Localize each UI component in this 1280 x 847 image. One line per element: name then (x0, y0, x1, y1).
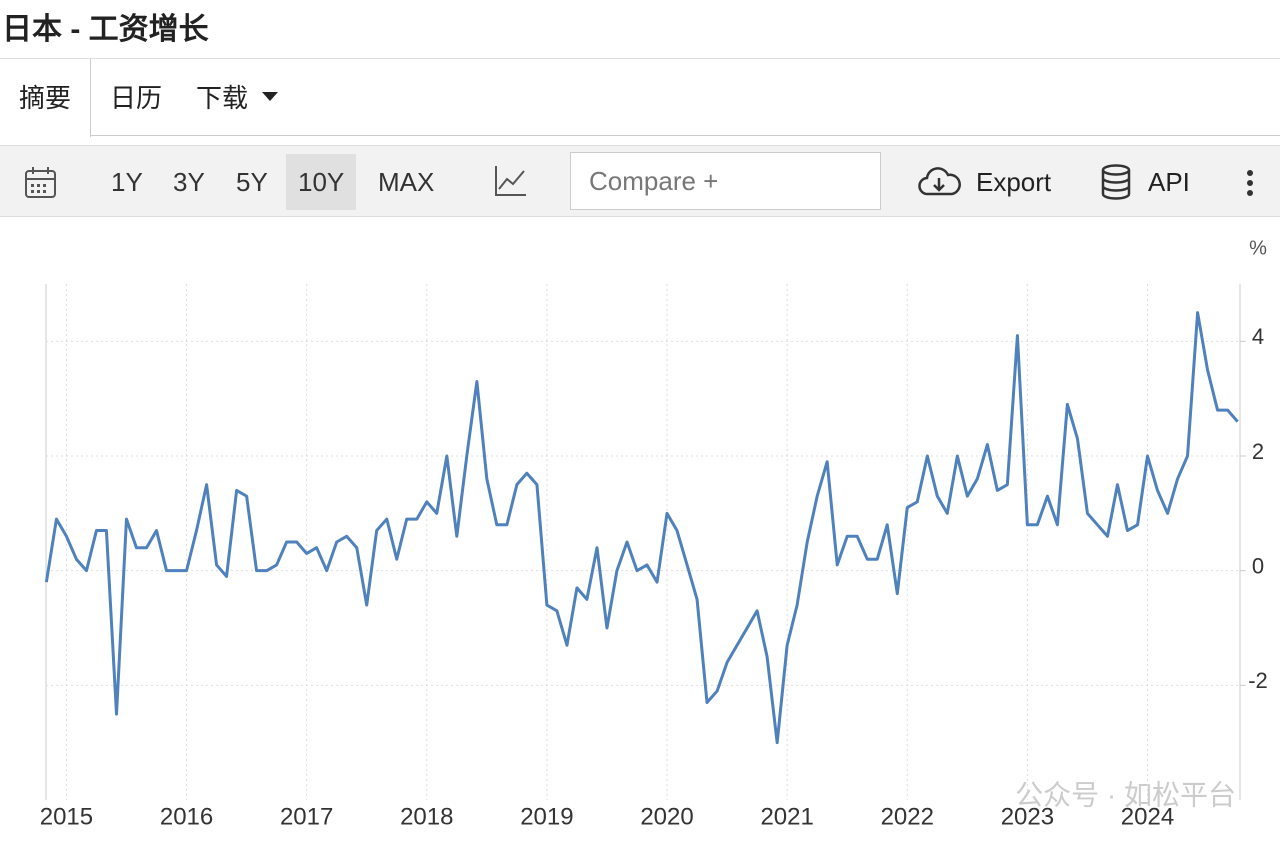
toolbar: 1Y 3Y 5Y 10Y MAX Compare + Export API (0, 145, 1280, 217)
x-tick-label: 2015 (40, 803, 93, 830)
x-tick-label: 2016 (160, 803, 213, 830)
x-tick-label: 2020 (640, 803, 693, 830)
export-button[interactable]: Export (976, 167, 1052, 197)
calendar-icon[interactable] (24, 166, 58, 200)
tab-bar: 摘要 日历 下载 (0, 58, 1280, 137)
watermark: 公众号 · 如松平台 (1015, 779, 1236, 810)
more-icon[interactable] (1244, 168, 1256, 198)
range-button[interactable]: 1Y (111, 167, 143, 197)
x-tick-label: 2019 (520, 803, 573, 830)
x-tick-label: 2017 (280, 803, 333, 830)
range-button[interactable]: 5Y (236, 167, 268, 197)
range-button[interactable]: 3Y (173, 167, 205, 197)
cloud-icon (918, 167, 961, 196)
dropdown-caret (262, 92, 278, 101)
range-button[interactable]: 10Y (286, 154, 357, 210)
api-button[interactable]: API (1148, 167, 1190, 197)
database-icon (1101, 164, 1131, 200)
tab[interactable]: 日历 (110, 83, 163, 113)
range-button[interactable]: MAX (378, 167, 435, 197)
x-tick-label: 2021 (760, 803, 813, 830)
y-tick-label: -2 (1248, 668, 1268, 693)
tab[interactable]: 下载 (196, 83, 249, 113)
data-line (44, 311, 1239, 745)
y-tick-label: 0 (1252, 553, 1264, 578)
x-tick-label: 2023 (1001, 803, 1054, 830)
tab[interactable]: 摘要 (0, 59, 91, 137)
unit-label: % (1249, 237, 1267, 259)
chart-type-icon[interactable] (494, 164, 528, 198)
x-tick-label: 2018 (400, 803, 453, 830)
y-tick-label: 4 (1252, 324, 1264, 349)
y-tick-label: 2 (1252, 439, 1264, 464)
page-title: 日本 - 工资增长 (2, 13, 209, 46)
chart: % 公众号 · 如松平台 -2 0 2 4 2015 2016 2017 2018 2019 20… (40, 237, 1268, 830)
x-tick-label: 2022 (881, 803, 934, 830)
compare-input[interactable]: Compare + (570, 152, 881, 210)
x-tick-label: 2024 (1121, 803, 1174, 830)
